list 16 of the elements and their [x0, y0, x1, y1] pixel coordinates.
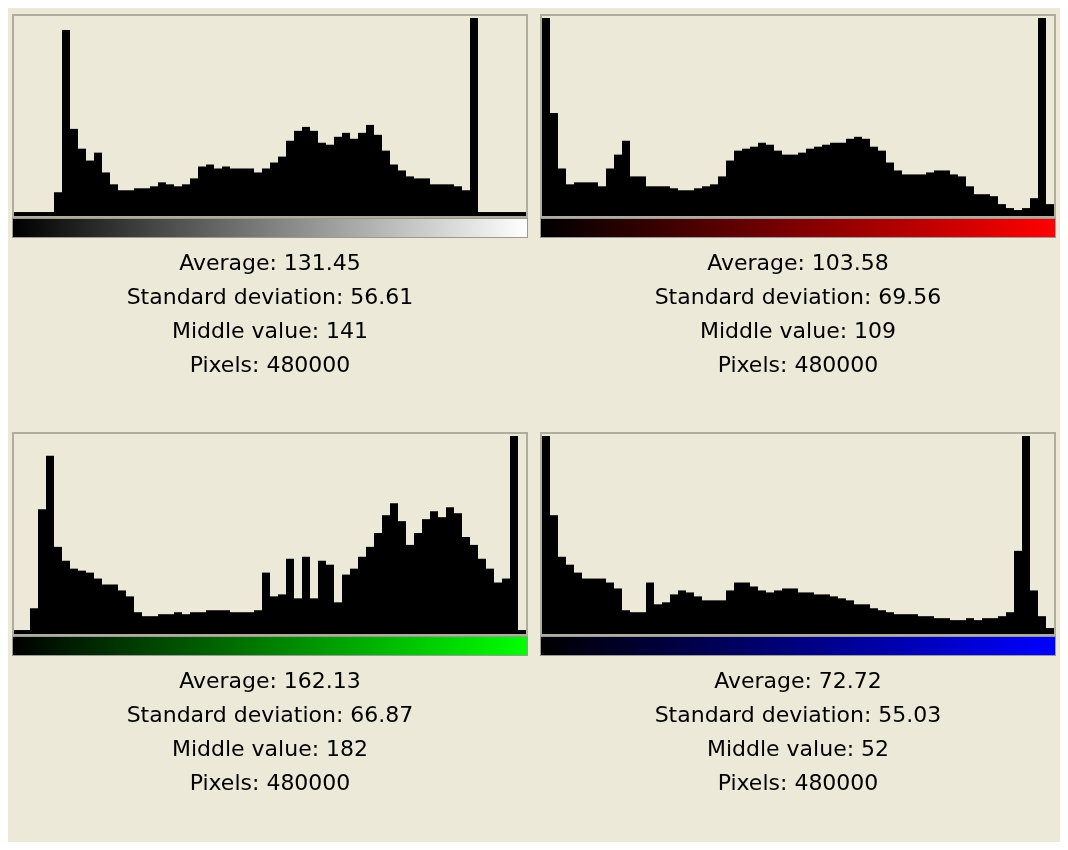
text: Middle value: 52: [705, 735, 891, 763]
text: Standard deviation: 66.87: [125, 701, 415, 729]
text: Pixels: 480000: [716, 769, 880, 797]
text: Average: 103.58: [706, 249, 890, 277]
text: Standard deviation: 55.03: [653, 701, 943, 729]
text: Standard deviation: 69.56: [653, 283, 943, 311]
text: Average: 131.45: [178, 249, 362, 277]
text: Standard deviation: 56.61: [125, 283, 415, 311]
text: Pixels: 480000: [188, 351, 352, 379]
text: Pixels: 480000: [188, 769, 352, 797]
text: Middle value: 141: [170, 317, 370, 345]
text: Average: 162.13: [178, 667, 362, 695]
text: Average: 72.72: [713, 667, 883, 695]
text: Pixels: 480000: [716, 351, 880, 379]
text: Middle value: 109: [698, 317, 898, 345]
text: Middle value: 182: [170, 735, 370, 763]
